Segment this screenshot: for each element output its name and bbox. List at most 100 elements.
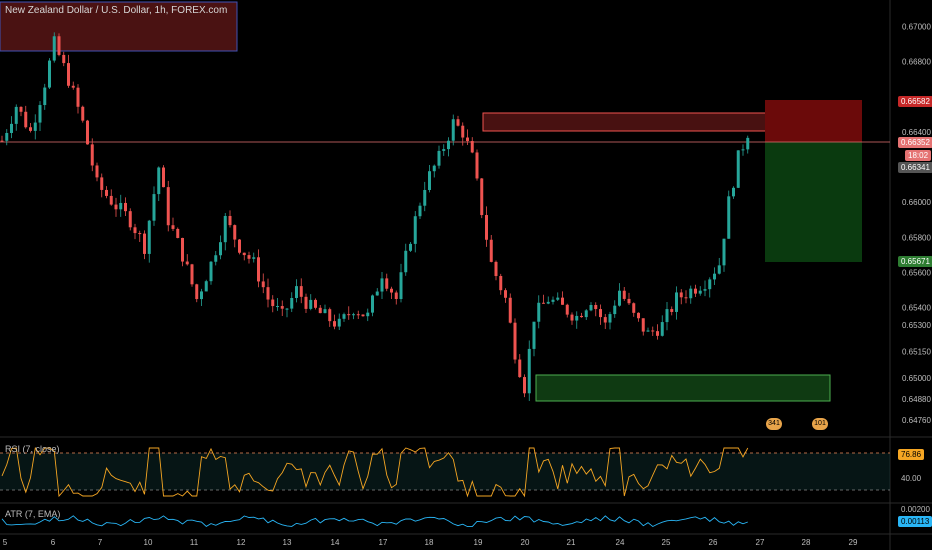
candle-body <box>632 303 636 313</box>
candle-body <box>608 314 612 323</box>
x-tick-label: 24 <box>616 538 625 547</box>
candle-body <box>494 261 498 277</box>
candle-body <box>404 250 408 273</box>
candle-body <box>219 242 222 256</box>
candle-body <box>594 304 598 310</box>
candle-body <box>299 286 303 297</box>
candle-body <box>162 167 165 188</box>
x-tick-label: 13 <box>283 538 292 547</box>
candle-body <box>613 305 617 315</box>
candle-body <box>314 299 317 308</box>
rsi-value-badge: 76.86 <box>898 449 925 460</box>
candle-body <box>109 195 113 205</box>
y-tick-label: 0.64760 <box>902 416 931 425</box>
candle-body <box>371 295 374 313</box>
candle-body <box>309 299 313 309</box>
bid-price-badge: 0.66341 <box>898 162 932 173</box>
candle-body <box>105 189 108 196</box>
x-tick-label: 19 <box>474 538 483 547</box>
event-icon[interactable]: 101 <box>812 418 828 430</box>
candle-body <box>318 307 322 314</box>
candle-body <box>679 292 683 298</box>
lower-price-badge: 0.65671 <box>898 256 932 267</box>
candle-body <box>527 348 531 394</box>
candle-body <box>670 309 674 312</box>
candle-body <box>651 330 655 332</box>
candle-body <box>138 233 142 235</box>
candle-body <box>143 233 146 254</box>
y-tick-label: 0.67000 <box>902 22 931 31</box>
candle-body <box>542 302 545 304</box>
candle-body <box>660 322 664 336</box>
candle-body <box>238 239 241 253</box>
candle-body <box>537 302 541 322</box>
current-price-badge: 0.66352 <box>898 137 932 148</box>
x-tick-label: 10 <box>144 538 153 547</box>
candle-body <box>48 60 51 88</box>
candle-body <box>698 290 702 294</box>
rsi-line <box>1 446 749 498</box>
candle-body <box>19 106 23 112</box>
candle-body <box>546 301 550 304</box>
candle-body <box>147 220 151 254</box>
candle-body <box>280 306 284 309</box>
candle-body <box>518 359 522 378</box>
candle-body <box>646 330 650 332</box>
candle-body <box>62 54 66 64</box>
x-tick-label: 7 <box>98 538 103 547</box>
candle-body <box>347 314 351 316</box>
x-tick-label: 26 <box>709 538 718 547</box>
candle-body <box>480 178 484 216</box>
candle-body <box>385 278 389 289</box>
candle-body <box>399 272 403 299</box>
candle-body <box>603 317 607 323</box>
y-tick-label: 0.65600 <box>902 269 931 278</box>
x-tick-label: 17 <box>379 538 388 547</box>
candle-body <box>513 322 517 360</box>
candle-body <box>352 314 355 316</box>
x-tick-label: 14 <box>331 538 340 547</box>
candle-body <box>637 312 640 319</box>
y-tick-label: 0.65800 <box>902 233 931 242</box>
candle-body <box>166 187 170 226</box>
rsi-band <box>0 453 890 490</box>
candle-body <box>57 36 61 55</box>
candle-body <box>565 304 569 315</box>
candle-body <box>266 287 270 300</box>
countdown-badge: 18:02 <box>905 150 932 161</box>
candle-body <box>475 152 479 179</box>
candle-body <box>204 281 208 292</box>
candle-body <box>271 299 275 307</box>
atr-label: ATR (7, EMA) <box>5 509 61 519</box>
candle-body <box>181 237 184 262</box>
candle-body <box>575 315 579 321</box>
candle-body <box>413 216 417 244</box>
candle-body <box>447 140 450 150</box>
candle-body <box>328 309 332 322</box>
x-tick-label: 21 <box>567 538 576 547</box>
candle-body <box>209 261 213 282</box>
upper-price-badge: 0.66582 <box>898 96 932 107</box>
candle-body <box>71 85 75 88</box>
candle-body <box>14 106 18 124</box>
y-tick-label: 0.66000 <box>902 198 931 207</box>
y-tick-label: 0.64880 <box>902 395 931 404</box>
candle-body <box>333 321 336 327</box>
x-tick-label: 18 <box>425 538 434 547</box>
candle-body <box>561 297 564 305</box>
x-tick-label: 5 <box>3 538 8 547</box>
candle-body <box>257 257 260 282</box>
candle-body <box>128 211 132 228</box>
candle-body <box>708 279 712 290</box>
candle-body <box>689 288 693 299</box>
candle-body <box>684 297 688 299</box>
candle-body <box>485 215 488 240</box>
candle-body <box>394 292 398 299</box>
candle-body <box>713 273 716 280</box>
candle-body <box>627 298 631 304</box>
candle-body <box>489 239 493 262</box>
event-icon[interactable]: 341 <box>766 418 782 430</box>
candle-body <box>599 309 602 318</box>
candle-body <box>409 243 412 251</box>
